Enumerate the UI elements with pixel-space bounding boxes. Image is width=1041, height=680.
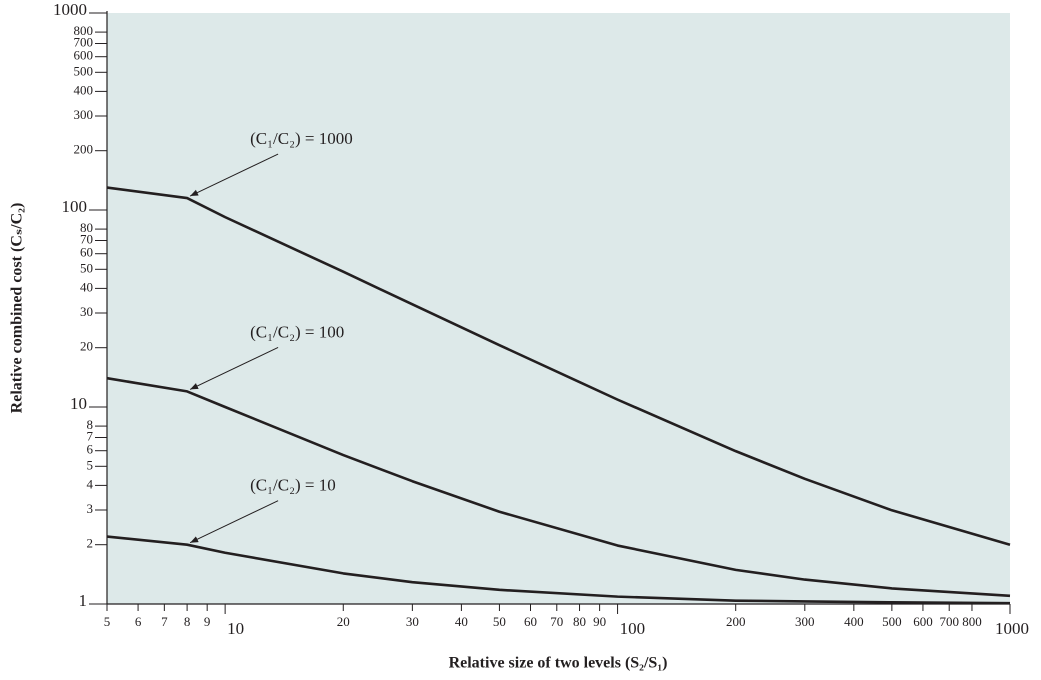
x-tick-label: 500 (882, 614, 902, 629)
y-tick-label: 80 (80, 220, 93, 235)
x-tick-label: 800 (962, 614, 982, 629)
y-tick-label: 500 (74, 63, 94, 78)
annotation: (C₁/C₂) = 10 (250, 476, 336, 495)
x-tick-label: 700 (939, 614, 959, 629)
x-tick-label: 1000 (995, 619, 1029, 638)
line (106, 376, 1011, 598)
x-tick-label: 80 (573, 614, 586, 629)
y-tick-label: 7 (87, 429, 94, 444)
x-tick-label: 7 (161, 614, 168, 629)
annotation: (C₁/C₂) = 100 (250, 322, 344, 341)
y-tick-label: 1000 (53, 0, 87, 19)
y-tick-label: 400 (74, 82, 94, 97)
x-tick-label: 5 (104, 614, 111, 629)
annotation-arrow (189, 500, 279, 544)
x-tick-label: 9 (204, 614, 211, 629)
x-tick-label: 200 (726, 614, 746, 629)
y-tick-label: 8 (87, 417, 94, 432)
y-tick-label: 100 (62, 197, 88, 216)
x-tick-label: 8 (184, 614, 191, 629)
line (106, 186, 1011, 546)
x-tick-label: 6 (135, 614, 142, 629)
x-tick-label: 50 (493, 614, 506, 629)
x-tick-label: 70 (550, 614, 563, 629)
y-tick-label: 70 (80, 232, 93, 247)
plot-background (107, 13, 1010, 604)
x-tick-label: 60 (524, 614, 537, 629)
annotation-arrow (189, 153, 279, 197)
x-tick-label: 40 (455, 614, 468, 629)
x-tick-label: 10 (227, 619, 244, 638)
y-tick-label: 60 (80, 245, 93, 260)
y-tick-label: 600 (74, 48, 94, 63)
x-tick-label: 100 (620, 619, 646, 638)
y-tick-label: 700 (74, 35, 94, 50)
annotation-arrow (189, 346, 279, 390)
y-tick-label: 2 (87, 536, 94, 551)
y-tick-label: 5 (87, 457, 94, 472)
y-tick-label: 3 (87, 501, 94, 516)
x-tick-label: 400 (844, 614, 864, 629)
y-tick-label: 40 (80, 279, 93, 294)
x-tick-label: 600 (913, 614, 933, 629)
x-axis-title: Relative size of two levels (S₂/S₁) (449, 655, 668, 672)
y-tick-label: 300 (74, 107, 94, 122)
x-tick-label: 90 (593, 614, 606, 629)
x-tick-label: 20 (337, 614, 350, 629)
y-tick-label: 800 (74, 23, 94, 38)
annotation: (C₁/C₂) = 1000 (250, 129, 353, 148)
y-tick-label: 6 (87, 442, 94, 457)
x-tick-label: 30 (406, 614, 419, 629)
x-tick-label: 300 (795, 614, 815, 629)
y-tick-label: 4 (87, 476, 94, 491)
y-tick-label: 1 (79, 591, 88, 610)
line (106, 535, 1011, 605)
y-tick-label: 10 (70, 394, 87, 413)
y-tick-label: 200 (74, 142, 94, 157)
y-tick-label: 30 (80, 304, 93, 319)
y-axis-title: Relative combined cost (Cₛ/C₂) (9, 203, 26, 414)
y-tick-label: 20 (80, 339, 93, 354)
y-tick-label: 50 (80, 260, 93, 275)
